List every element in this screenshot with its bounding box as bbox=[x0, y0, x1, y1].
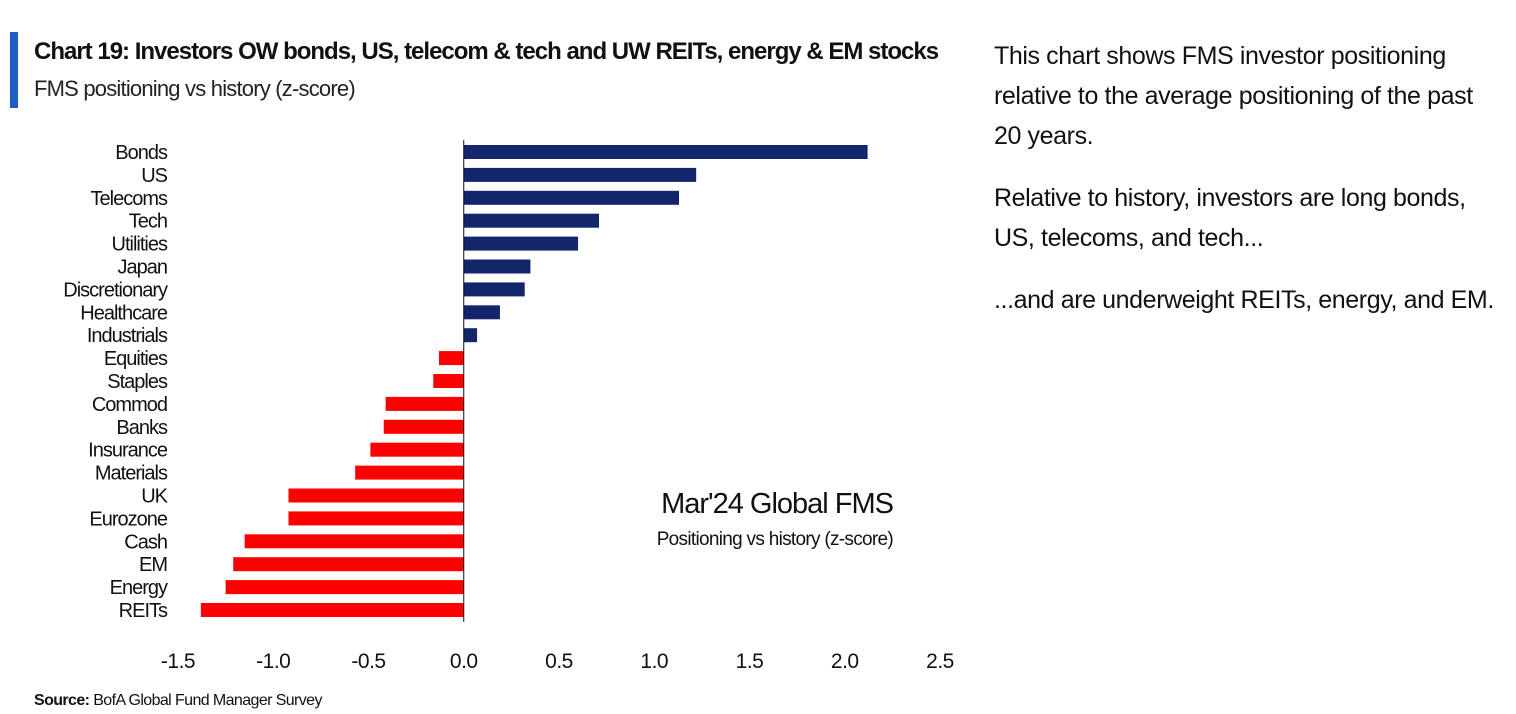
category-label-cash: Cash bbox=[124, 531, 167, 553]
x-tick-label: 2.5 bbox=[926, 650, 954, 673]
category-label-insurance: Insurance bbox=[88, 440, 168, 462]
category-label-tech: Tech bbox=[129, 211, 167, 233]
x-tick-label: 0.5 bbox=[545, 650, 573, 673]
x-tick-label: 1.0 bbox=[640, 650, 668, 673]
x-tick-label: -0.5 bbox=[351, 650, 385, 673]
category-label-japan: Japan bbox=[118, 257, 168, 279]
x-tick-label: 1.5 bbox=[736, 650, 764, 673]
bar-tech bbox=[463, 213, 600, 228]
annotation-title: Mar'24 Global FMS bbox=[661, 488, 894, 520]
category-label-staples: Staples bbox=[107, 371, 168, 393]
bar-eurozone bbox=[288, 511, 464, 526]
category-label-uk: UK bbox=[141, 486, 168, 508]
category-label-em: EM bbox=[139, 554, 167, 576]
annotation-subtitle: Positioning vs history (z-score) bbox=[657, 529, 894, 550]
category-label-eurozone: Eurozone bbox=[89, 508, 167, 530]
source-note: Source: BofA Global Fund Manager Survey bbox=[34, 692, 322, 710]
category-label-telecoms: Telecoms bbox=[91, 188, 168, 210]
category-label-equities: Equities bbox=[104, 348, 168, 370]
x-tick-label: 0.0 bbox=[450, 650, 478, 673]
commentary-paragraph-2: Relative to history, investors are long … bbox=[994, 184, 1466, 252]
bar-us bbox=[463, 167, 697, 182]
category-label-materials: Materials bbox=[95, 463, 168, 485]
x-tick-label: 2.0 bbox=[831, 650, 859, 673]
bar-utilities bbox=[463, 236, 579, 251]
commentary-paragraph-3: ...and are underweight REITs, energy, an… bbox=[994, 286, 1494, 314]
bar-banks bbox=[383, 419, 464, 434]
bar-industrials bbox=[463, 328, 478, 343]
bar-em bbox=[233, 557, 464, 572]
bar-chart: BondsUSTelecomsTechUtilitiesJapanDiscret… bbox=[63, 140, 954, 673]
bar-uk bbox=[288, 488, 464, 503]
bar-commod bbox=[385, 396, 464, 411]
source-label: Source: bbox=[34, 692, 90, 709]
bar-telecoms bbox=[463, 190, 680, 205]
x-tick-label: -1.0 bbox=[256, 650, 290, 673]
category-label-utilities: Utilities bbox=[112, 234, 168, 256]
category-label-energy: Energy bbox=[110, 577, 168, 599]
chart-subtitle: FMS positioning vs history (z-score) bbox=[34, 76, 356, 101]
bar-insurance bbox=[370, 442, 464, 457]
x-tick-label: -1.5 bbox=[161, 650, 195, 673]
bar-japan bbox=[463, 259, 531, 274]
bar-energy bbox=[225, 580, 464, 595]
category-label-bonds: Bonds bbox=[115, 142, 168, 164]
commentary-paragraph-1: This chart shows FMS investor positionin… bbox=[994, 42, 1473, 150]
commentary-panel: This chart shows FMS investor positionin… bbox=[994, 36, 1499, 342]
chart-title: Chart 19: Investors OW bonds, US, teleco… bbox=[34, 38, 939, 65]
bar-discretionary bbox=[463, 282, 525, 297]
category-label-reits: REITs bbox=[119, 600, 168, 622]
bar-cash bbox=[244, 534, 464, 549]
title-accent-bar bbox=[10, 32, 18, 108]
source-text: BofA Global Fund Manager Survey bbox=[93, 692, 322, 709]
bar-reits bbox=[200, 603, 464, 617]
bar-equities bbox=[438, 351, 464, 366]
bar-healthcare bbox=[463, 305, 500, 320]
bar-bonds bbox=[463, 145, 868, 159]
category-label-us: US bbox=[141, 165, 167, 187]
category-label-discretionary: Discretionary bbox=[63, 279, 168, 301]
category-label-industrials: Industrials bbox=[87, 325, 168, 347]
category-label-commod: Commod bbox=[92, 394, 167, 416]
bar-staples bbox=[433, 374, 464, 388]
category-label-banks: Banks bbox=[116, 417, 168, 439]
category-label-healthcare: Healthcare bbox=[80, 302, 168, 324]
bar-materials bbox=[355, 465, 464, 480]
